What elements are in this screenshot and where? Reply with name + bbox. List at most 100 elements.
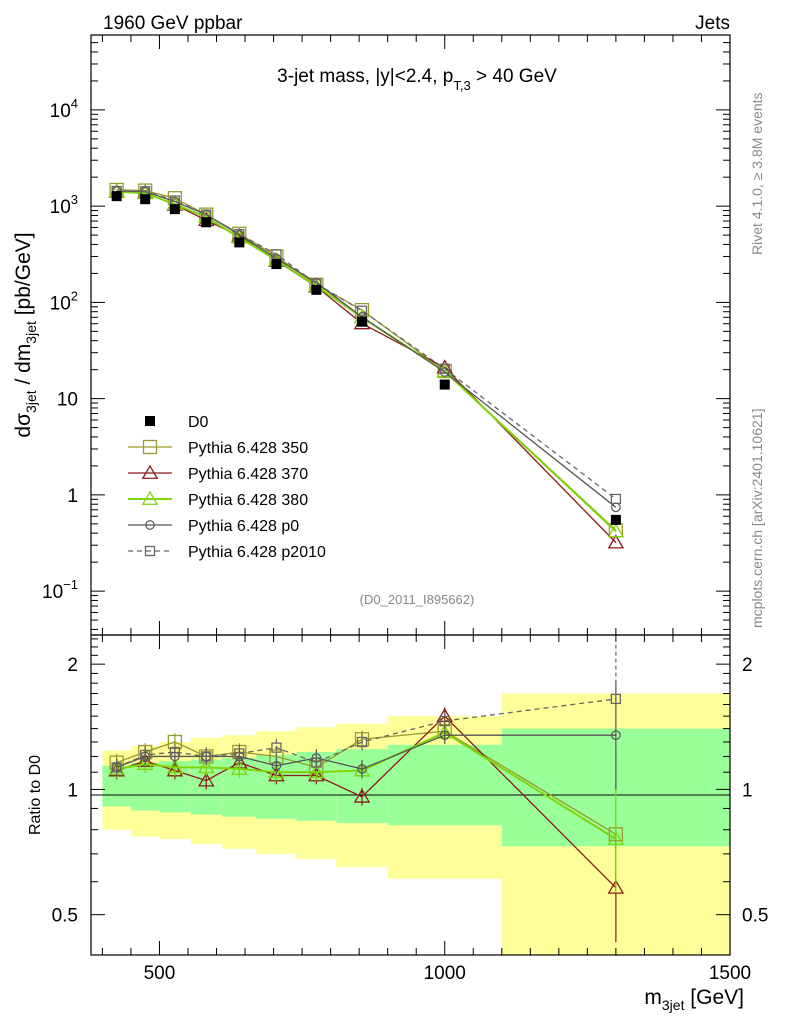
ratio-series-line: [116, 734, 616, 770]
ratio-y-ticks: 2 2 1 1 0.5 0.5: [52, 638, 768, 956]
y-tick-label: 1: [67, 486, 78, 507]
ratio-series-marker: [271, 742, 282, 753]
ratio-series-pythia-6.428-p2010: [111, 644, 622, 777]
ratio-tick-label-right: 0.5: [742, 906, 768, 927]
legend-label-data: D0: [188, 414, 209, 431]
data-point: [610, 514, 621, 525]
ratio-series-marker: [610, 693, 622, 705]
series-pythia-6.428-380: [108, 183, 625, 538]
series-line: [116, 191, 617, 544]
data-point: [111, 191, 122, 202]
x-tick-label: 1000: [424, 963, 466, 984]
ratio-series-marker: [357, 764, 367, 774]
series-line: [116, 190, 617, 500]
energy-label: 1960 GeV ppbar: [103, 13, 243, 34]
series-marker: [610, 493, 622, 505]
legend-label: Pythia 6.428 p2010: [188, 544, 326, 561]
main-series: [108, 182, 625, 549]
ratio-series-marker: [607, 830, 625, 845]
ratio-panel: 2 2 1 1 0.5 0.5: [52, 634, 768, 956]
legend-label: Pythia 6.428 380: [188, 492, 308, 509]
data-point: [311, 284, 322, 295]
legend-marker: [141, 490, 159, 505]
ratio-series-line: [116, 698, 616, 768]
legend-marker-data: [145, 416, 155, 426]
legend-label: Pythia 6.428 350: [188, 440, 308, 457]
ratio-series-marker: [439, 730, 450, 741]
series-pythia-6.428-370: [108, 183, 625, 549]
ratio-series-marker: [166, 759, 184, 774]
x-axis-ticks: 500 1000 1500: [101, 35, 751, 984]
legend-marker: [144, 545, 156, 557]
series-marker: [607, 534, 625, 549]
ratio-series-marker: [111, 762, 122, 773]
ratio-tick-label-right: 2: [742, 655, 753, 676]
ratio-series-marker: [231, 760, 248, 775]
ratio-series-marker: [353, 788, 371, 803]
ratio-frame: [90, 634, 731, 956]
y-tick-label: 104: [50, 96, 78, 122]
ratio-series-marker: [308, 763, 325, 779]
data-point: [201, 217, 212, 228]
legend-marker: [141, 464, 159, 479]
y-tick-label: 10−1: [42, 577, 78, 603]
legend-label: Pythia 6.428 p0: [188, 518, 299, 535]
analysis-reference: (D0_2011_I895662): [360, 592, 475, 607]
ratio-series-marker: [201, 751, 212, 762]
ratio-series-marker: [311, 757, 322, 768]
ratio-series-marker: [234, 748, 245, 759]
ratio-series-marker: [271, 760, 282, 771]
ratio-series-marker: [197, 759, 215, 774]
ratio-tick-label: 0.5: [52, 906, 78, 927]
data-point: [169, 204, 180, 215]
ratio-y-axis-label: Ratio to D0: [27, 755, 44, 835]
ratio-series-marker: [197, 772, 215, 787]
series-marker: [271, 249, 282, 260]
legend-label: Pythia 6.428 370: [188, 466, 308, 483]
series-marker: [607, 523, 625, 538]
series-line: [116, 190, 617, 508]
ratio-series-marker: [356, 736, 368, 748]
mcplots-source-label: mcplots.cern.ch [arXiv:2401.10621]: [749, 409, 765, 628]
ratio-series-marker: [136, 755, 154, 771]
ratio-series-marker: [354, 732, 370, 747]
ratio-series-line: [116, 730, 617, 835]
ratio-series-marker: [439, 715, 450, 727]
ratio-tick-label: 2: [67, 655, 78, 676]
y-tick-label: 102: [50, 288, 78, 314]
legend-marker: [142, 439, 158, 455]
series-pythia-6.428-350: [109, 182, 624, 538]
series-marker: [439, 363, 450, 374]
plot-title: 3-jet mass, |y|<2.4, pT,3 > 40 GeV: [277, 66, 557, 93]
x-axis-label: m3jet [GeV]: [644, 986, 744, 1013]
uncertainty-bands: [102, 693, 730, 955]
legend-marker: [145, 520, 155, 530]
series-marker: [356, 305, 368, 316]
rivet-version-label: Rivet 4.1.0, ≥ 3.8M events: [749, 92, 765, 255]
main-frame: [90, 34, 731, 636]
data-point: [357, 316, 368, 327]
inner-uncertainty-band: [387, 744, 502, 826]
category-label: Jets: [695, 13, 730, 34]
x-tick-label: 500: [144, 963, 176, 984]
data-point: [140, 194, 151, 205]
main-y-axis-label: dσ3jet / dm3jet [pb/GeV]: [12, 232, 39, 437]
ratio-tick-label: 1: [67, 780, 78, 801]
y-tick-label: 103: [50, 192, 78, 218]
ratio-series-marker: [140, 749, 151, 761]
data-point: [234, 237, 245, 248]
data-point: [439, 379, 450, 390]
ratio-tick-label-right: 1: [742, 780, 753, 801]
legend: D0 Pythia 6.428 350 Pythia 6.428 370 Pythia…: [128, 414, 326, 561]
ratio-series: [108, 644, 625, 943]
ratio-series-marker: [169, 746, 181, 758]
y-tick-label: 10: [57, 390, 78, 411]
x-tick-label: 1500: [709, 963, 751, 984]
data-point: [271, 259, 282, 270]
ratio-series-marker: [268, 763, 285, 779]
series-line: [116, 189, 617, 531]
data-points: [111, 191, 621, 525]
